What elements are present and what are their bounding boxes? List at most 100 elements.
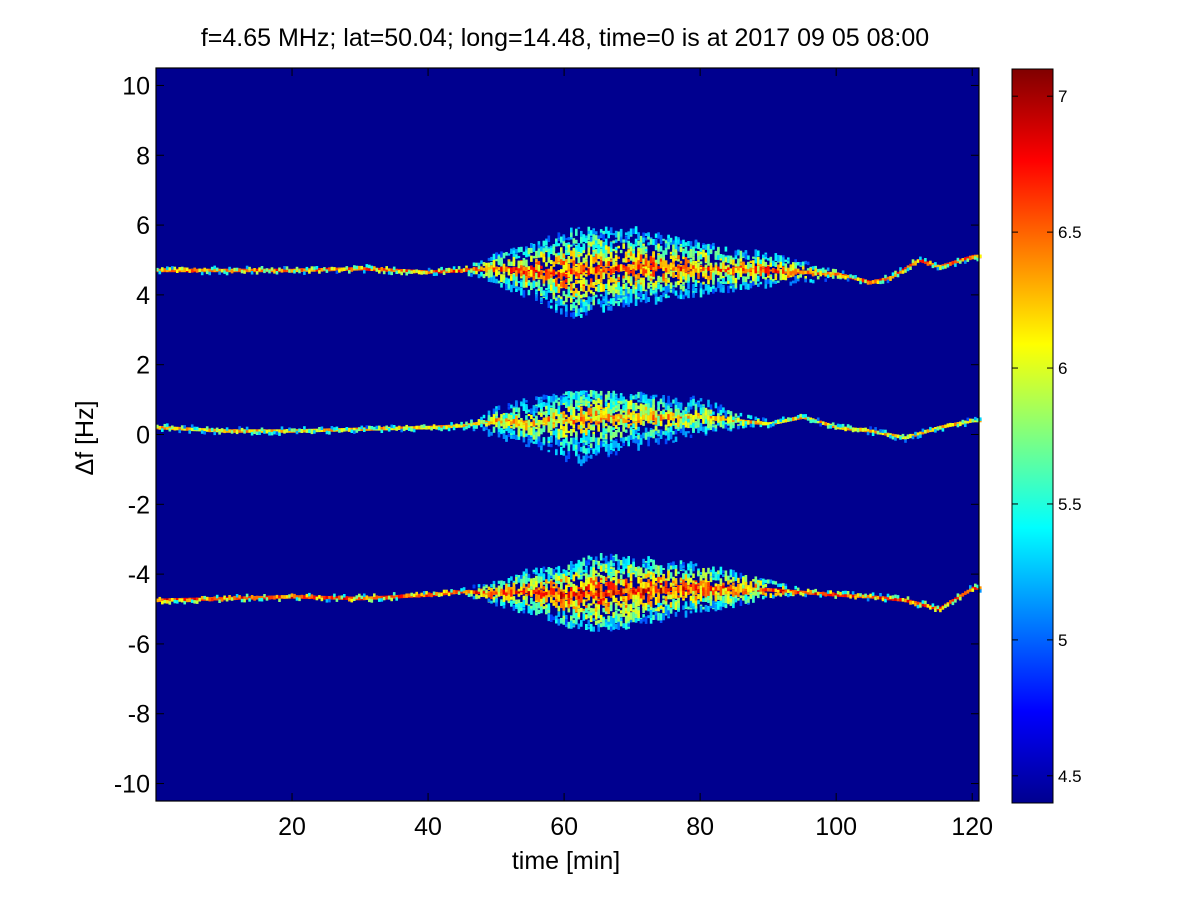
- heatmap-cell: [580, 294, 583, 299]
- heatmap-cell: [642, 245, 645, 248]
- heatmap-cell: [752, 256, 755, 259]
- heatmap-cell: [597, 581, 600, 588]
- heatmap-cell: [515, 404, 518, 412]
- heatmap-cell: [465, 423, 468, 427]
- heatmap-cell: [368, 425, 371, 430]
- heatmap-cell: [178, 598, 181, 602]
- heatmap-cell: [575, 432, 578, 441]
- heatmap-cell: [370, 599, 374, 603]
- heatmap-cell: [637, 257, 640, 265]
- heatmap-cell: [609, 305, 613, 311]
- heatmap-cell: [794, 268, 797, 274]
- heatmap-cell: [622, 278, 625, 283]
- heatmap-cell: [243, 430, 246, 434]
- heatmap-cell: [550, 421, 553, 428]
- heatmap-cell: [280, 269, 284, 273]
- heatmap-cell: [567, 271, 571, 279]
- heatmap-cell: [684, 262, 688, 268]
- heatmap-cell: [637, 273, 640, 276]
- heatmap-cell: [762, 272, 765, 278]
- heatmap-cell: [744, 421, 748, 425]
- heatmap-cell: [477, 595, 481, 599]
- heatmap-cell: [193, 267, 196, 272]
- heatmap-cell: [682, 294, 685, 300]
- heatmap-cell: [971, 255, 975, 260]
- heatmap-cell: [402, 594, 406, 598]
- heatmap-cell: [348, 598, 351, 602]
- heatmap-cell: [547, 271, 551, 279]
- heatmap-cell: [614, 571, 618, 577]
- heatmap-cell: [966, 420, 970, 424]
- heatmap-cell: [562, 280, 566, 289]
- heatmap-cell: [233, 267, 236, 272]
- heatmap-cell: [350, 598, 354, 603]
- heatmap-cell: [612, 248, 615, 252]
- heatmap-cell: [737, 258, 740, 267]
- heatmap-cell: [734, 280, 738, 288]
- heatmap-cell: [612, 448, 615, 452]
- heatmap-cell: [899, 436, 902, 440]
- heatmap-cell: [560, 308, 563, 313]
- heatmap-cell: [639, 411, 643, 417]
- heatmap-cell: [622, 239, 625, 243]
- heatmap-cell: [567, 583, 571, 587]
- heatmap-cell: [452, 269, 456, 273]
- heatmap-cell: [452, 266, 456, 270]
- heatmap-cell: [634, 413, 638, 421]
- heatmap-cell: [704, 419, 708, 424]
- heatmap-cell: [545, 404, 548, 407]
- heatmap-cell: [769, 256, 773, 265]
- heatmap-cell: [350, 429, 354, 433]
- heatmap-cell: [764, 279, 768, 285]
- heatmap-cell: [535, 294, 538, 300]
- heatmap-cell: [629, 251, 633, 257]
- heatmap-cell: [557, 413, 561, 422]
- heatmap-cell: [502, 418, 506, 424]
- heatmap-cell: [677, 415, 680, 423]
- heatmap-cell: [594, 393, 598, 400]
- heatmap-cell: [338, 595, 341, 600]
- heatmap-cell: [510, 426, 513, 429]
- heatmap-cell: [732, 271, 735, 274]
- heatmap-cell: [510, 284, 513, 293]
- heatmap-cell: [719, 283, 723, 289]
- heatmap-cell: [764, 261, 768, 267]
- heatmap-cell: [278, 595, 281, 599]
- heatmap-cell: [570, 591, 573, 598]
- heatmap-cell: [290, 428, 294, 432]
- heatmap-cell: [542, 574, 546, 581]
- heatmap-cell: [682, 250, 685, 258]
- heatmap-cell: [944, 263, 947, 267]
- heatmap-cell: [777, 255, 780, 262]
- heatmap-cell: [415, 425, 418, 430]
- heatmap-cell: [545, 405, 548, 410]
- heatmap-cell: [594, 581, 598, 589]
- heatmap-cell: [627, 240, 630, 245]
- heatmap-cell: [759, 423, 763, 428]
- heatmap-cell: [737, 417, 740, 422]
- heatmap-cell: [555, 256, 558, 264]
- heatmap-cell: [654, 244, 658, 251]
- heatmap-cell: [577, 569, 581, 575]
- heatmap-cell: [702, 244, 705, 249]
- heatmap-cell: [552, 401, 556, 409]
- heatmap-cell: [737, 415, 740, 420]
- heatmap-cell: [916, 432, 920, 436]
- heatmap-cell: [562, 426, 566, 431]
- heatmap-cell: [205, 596, 209, 601]
- heatmap-cell: [654, 233, 658, 238]
- heatmap-cell: [734, 413, 738, 417]
- heatmap-cell: [565, 618, 568, 625]
- heatmap-cell: [926, 429, 930, 433]
- heatmap-cell: [974, 256, 977, 260]
- heatmap-cell: [712, 285, 715, 289]
- heatmap-cell: [789, 417, 793, 422]
- heatmap-cell: [540, 396, 543, 399]
- heatmap-cell: [490, 265, 493, 273]
- heatmap-cell: [752, 269, 755, 277]
- heatmap-cell: [520, 281, 523, 287]
- heatmap-cell: [550, 568, 553, 576]
- heatmap-cell: [527, 289, 531, 296]
- heatmap-cell: [213, 268, 216, 273]
- heatmap-cell: [565, 600, 568, 608]
